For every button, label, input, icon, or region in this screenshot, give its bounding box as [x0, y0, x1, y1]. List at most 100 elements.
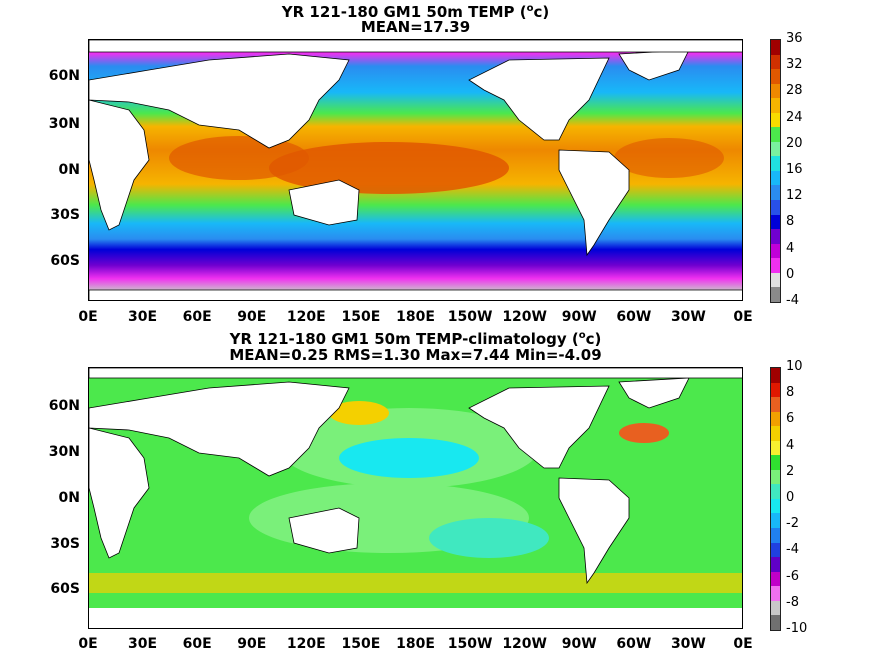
colorbar-label: 32: [786, 57, 803, 73]
colorbar-segment: [771, 83, 780, 99]
lat-label-60s-top: 60S: [50, 253, 80, 269]
temp-map: [88, 39, 743, 301]
colorbar-segment: [771, 571, 780, 587]
colorbar-label: 4: [786, 437, 795, 453]
colorbar-segment: [771, 200, 780, 215]
colorbar-label: 6: [786, 411, 795, 427]
colorbar-label: 8: [786, 385, 795, 401]
anomaly-map: [88, 367, 743, 629]
lon-label-0-top: 0E: [78, 309, 98, 325]
lon-label-4-top: 120E: [286, 309, 326, 325]
lat-label-30s-top: 30S: [50, 207, 80, 223]
colorbar-label: 36: [786, 31, 803, 46]
lon-label-0-bottom: 0E: [78, 636, 98, 652]
lon-label-8-top: 120W: [502, 309, 547, 325]
lon-label-7-top: 150W: [447, 309, 493, 325]
lon-label-11-top: 30W: [670, 309, 706, 325]
lat-label-60s-bottom: 60S: [50, 581, 80, 597]
continents: [89, 40, 742, 300]
lon-label-7-bottom: 150W: [447, 636, 493, 652]
lat-label-60n-bottom: 60N: [48, 398, 80, 414]
colorbar-segment: [771, 185, 780, 201]
lon-label-11-bottom: 30W: [670, 636, 706, 652]
colorbar-segment: [771, 426, 780, 441]
colorbar-label: 16: [786, 162, 803, 177]
panel2-title: YR 121-180 GM1 50m TEMP-climatology (oc): [229, 330, 602, 348]
lat-label-30n-top: 30N: [48, 116, 80, 132]
colorbar-segment: [771, 112, 780, 128]
lon-label-1-top: 30E: [128, 309, 158, 325]
colorbar-label: 12: [786, 188, 803, 204]
antarctica: [89, 608, 742, 628]
lon-label-6-top: 180E: [396, 309, 435, 325]
colorbar-segment: [771, 368, 780, 383]
colorbar-segment: [771, 141, 780, 157]
colorbar-segment: [771, 287, 780, 302]
colorbar-label: 0: [786, 490, 795, 505]
colorbar-label: 10: [786, 359, 803, 374]
atlantic-warm: [614, 138, 724, 178]
lon-label-10-bottom: 60W: [616, 636, 652, 652]
colorbar-label: 20: [786, 135, 803, 151]
lon-label-6-bottom: 180E: [396, 636, 435, 652]
anomaly-gulf: [619, 423, 669, 443]
colorbar-segment: [771, 469, 780, 485]
colorbar-segment: [771, 513, 780, 529]
colorbar-segment: [771, 98, 780, 113]
colorbar-label: 2: [786, 463, 795, 479]
lon-label-3-bottom: 90E: [237, 636, 267, 652]
panel1-mean: MEAN=17.39: [360, 18, 471, 36]
colorbar-label: 0: [786, 266, 795, 282]
lon-label-10-top: 60W: [616, 309, 652, 325]
colorbar-segment: [771, 40, 780, 55]
colorbar-temp: [770, 39, 781, 303]
colorbar-segment: [771, 127, 780, 142]
lon-label-5-top: 150E: [341, 309, 381, 325]
colorbar-label: -4: [786, 293, 799, 308]
colorbar-label: -10: [786, 621, 808, 636]
colorbar-segment: [771, 272, 780, 288]
colorbar-label: -6: [786, 568, 799, 584]
colorbar-segment: [771, 411, 780, 427]
colorbar-label: 4: [786, 240, 795, 256]
lat-label-30s-bottom: 30S: [50, 536, 80, 552]
colorbar-label: 24: [786, 109, 803, 125]
colorbar-label: -2: [786, 516, 799, 532]
colorbar-segment: [771, 455, 780, 470]
panel1-title: YR 121-180 GM1 50m TEMP (oc): [281, 3, 550, 21]
colorbar-segment: [771, 557, 780, 572]
colorbar-segment: [771, 397, 780, 412]
lon-label-12-bottom: 0E: [733, 636, 753, 652]
lat-label-60n-top: 60N: [48, 68, 80, 84]
indian-warm: [169, 136, 309, 180]
lon-label-9-bottom: 90W: [561, 636, 597, 652]
colorbar-segment: [771, 170, 780, 186]
colorbar-segment: [771, 440, 780, 456]
colorbar-segment: [771, 542, 780, 558]
colorbar-segment: [771, 54, 780, 70]
lon-label-1-bottom: 30E: [128, 636, 158, 652]
lon-label-3-top: 90E: [237, 309, 267, 325]
colorbar-label: -8: [786, 594, 799, 610]
colorbar-segment: [771, 600, 780, 616]
anomaly-southern-band: [89, 573, 742, 593]
colorbar-segment: [771, 615, 780, 630]
colorbar-segment: [771, 214, 780, 230]
lon-label-9-top: 90W: [561, 309, 597, 325]
colorbar-segment: [771, 229, 780, 244]
anomaly-cool: [429, 518, 549, 558]
anomaly-cold-patch: [339, 438, 479, 478]
colorbar-segment: [771, 382, 780, 398]
colorbar-segment: [771, 484, 780, 499]
colorbar-label: 8: [786, 214, 795, 230]
colorbar-label: 28: [786, 83, 803, 99]
lat-label-30n-bottom: 30N: [48, 444, 80, 460]
lon-label-2-bottom: 60E: [182, 636, 212, 652]
lon-label-5-bottom: 150E: [341, 636, 381, 652]
colorbar-segment: [771, 258, 780, 273]
colorbar-segment: [771, 498, 780, 514]
colorbar-segment: [771, 69, 780, 84]
continents-2: [89, 368, 742, 585]
colorbar-anomaly: [770, 367, 781, 631]
lat-label-0n-top: 0N: [58, 162, 80, 178]
